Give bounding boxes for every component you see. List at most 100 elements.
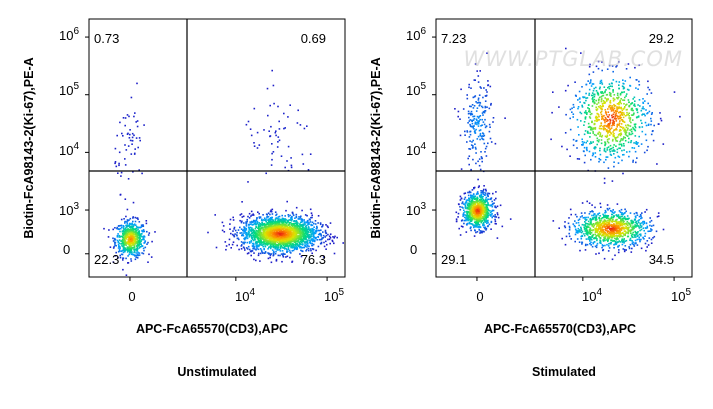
event-dot: [281, 222, 284, 224]
event-dot: [278, 224, 280, 226]
event-dot: [499, 204, 502, 207]
event-dot: [479, 206, 481, 209]
event-dot: [277, 136, 280, 138]
event-dot: [488, 192, 491, 195]
event-dot: [302, 246, 304, 249]
event-dot: [590, 244, 592, 246]
event-dot: [611, 211, 614, 214]
event-dot: [283, 220, 285, 222]
event-dot: [135, 235, 137, 237]
event-dot: [580, 235, 582, 238]
event-dot: [650, 238, 653, 241]
event-dot: [487, 203, 489, 205]
event-dot: [134, 228, 137, 231]
event-dot: [640, 247, 643, 250]
event-dot: [300, 219, 303, 221]
event-dot: [619, 241, 622, 243]
event-dot: [615, 230, 617, 232]
event-dot: [476, 123, 478, 126]
event-dot: [288, 226, 291, 229]
event-dot: [245, 123, 248, 126]
event-dot: [604, 223, 607, 226]
event-dot: [294, 232, 297, 235]
event-dot: [259, 236, 262, 238]
event-dot: [484, 213, 487, 216]
event-dot: [634, 242, 636, 244]
y-tick-label-1e6: 106: [59, 26, 79, 43]
event-dot: [270, 224, 273, 227]
event-dot: [267, 212, 270, 214]
event-dot: [272, 225, 275, 227]
event-dot: [484, 188, 487, 191]
event-dot: [253, 219, 255, 222]
event-dot: [601, 244, 604, 246]
event-dot: [127, 178, 130, 180]
event-dot: [145, 220, 148, 222]
event-dot: [296, 223, 298, 226]
event-dot: [256, 242, 258, 245]
event-dot: [276, 221, 278, 224]
event-dot: [255, 231, 257, 234]
event-dot: [470, 112, 473, 115]
event-dot: [606, 231, 609, 234]
event-dot: [482, 96, 484, 99]
event-dot: [475, 152, 477, 154]
event-dot: [469, 213, 471, 216]
event-dot: [476, 204, 479, 207]
event-dot: [141, 229, 143, 232]
event-dot: [596, 221, 599, 224]
event-dot: [620, 213, 623, 216]
event-dot: [147, 261, 149, 263]
event-dot: [642, 223, 645, 226]
event-dot: [258, 217, 261, 219]
event-dot: [646, 227, 649, 229]
event-dot: [290, 219, 293, 221]
event-dot: [317, 245, 320, 248]
event-dot: [314, 230, 317, 233]
event-dot: [473, 235, 476, 237]
event-dot: [633, 245, 636, 247]
event-dot: [246, 236, 248, 238]
event-dot: [305, 226, 307, 229]
event-dot: [225, 245, 228, 247]
event-dot: [280, 230, 283, 233]
event-dot: [126, 222, 129, 225]
event-dot: [615, 227, 618, 230]
event-dot: [286, 200, 288, 203]
event-dot: [597, 229, 599, 232]
event-dot: [487, 192, 489, 195]
event-dot: [310, 233, 312, 236]
event-dot: [272, 84, 275, 87]
event-dot: [568, 225, 571, 228]
event-dot: [472, 205, 475, 207]
event-dot: [615, 232, 618, 235]
event-dot: [281, 250, 284, 252]
event-dot: [272, 240, 274, 243]
event-dot: [613, 247, 615, 249]
event-dot: [114, 255, 117, 257]
event-dot: [583, 233, 585, 235]
event-dot: [584, 230, 586, 232]
event-dot: [290, 244, 293, 247]
event-dot: [623, 130, 625, 132]
event-dot: [477, 75, 480, 77]
event-dot: [486, 91, 488, 93]
event-dot: [612, 232, 614, 234]
event-dot: [468, 155, 471, 157]
event-dot: [299, 221, 302, 224]
event-dot: [489, 137, 492, 140]
event-dot: [581, 230, 584, 233]
event-dot: [570, 238, 572, 240]
event-dot: [592, 223, 595, 225]
event-dot: [295, 238, 297, 241]
event-dot: [300, 239, 302, 241]
event-dot: [266, 234, 269, 237]
event-dot: [298, 242, 301, 244]
event-dot: [594, 216, 596, 219]
event-dot: [242, 229, 244, 231]
event-dot: [595, 99, 597, 102]
event-dot: [602, 245, 604, 247]
event-dot: [329, 242, 331, 245]
event-dot: [617, 215, 620, 217]
event-dot: [565, 235, 568, 238]
